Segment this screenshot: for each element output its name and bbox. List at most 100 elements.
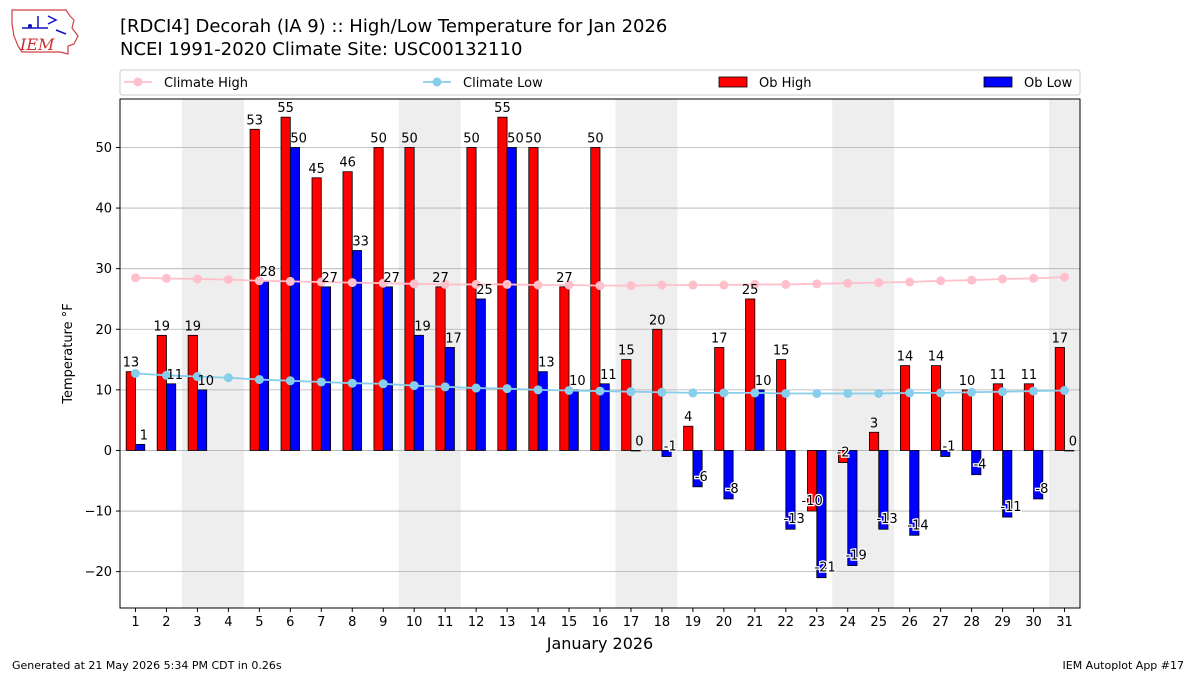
climate-low-point [378, 379, 388, 389]
x-tick-label: 8 [348, 615, 356, 630]
ob-low-bar [754, 389, 765, 451]
x-tick-label: 19 [685, 615, 702, 630]
ob-low-label: 11 [167, 368, 184, 383]
ob-high-label: 17 [711, 331, 728, 346]
climate-low-point [316, 377, 326, 387]
ob-low-bar [847, 450, 858, 566]
x-tick-label: 21 [747, 615, 764, 630]
ob-low-bar [785, 450, 796, 530]
ob-high-bar [621, 359, 632, 451]
x-tick-label: 11 [437, 615, 454, 630]
climate-high-point [626, 281, 636, 291]
climate-high-point [533, 280, 543, 290]
y-tick-label: 30 [95, 262, 112, 277]
ob-high-label: 25 [742, 283, 759, 298]
climate-high-point [781, 279, 791, 289]
climate-low-point [874, 388, 884, 398]
climate-low-point [130, 368, 140, 378]
climate-low-point [657, 387, 667, 397]
weekend-shade [832, 99, 895, 608]
climate-low-point [223, 373, 233, 383]
ob-high-label: 19 [185, 319, 202, 334]
climate-low-point [533, 385, 543, 395]
ob-low-label: 0 [635, 434, 643, 449]
climate-high-point [595, 281, 605, 291]
x-tick-label: 12 [468, 615, 485, 630]
ob-low-label: 1 [140, 428, 148, 443]
climate-low-point [595, 386, 605, 396]
climate-low-point [998, 387, 1008, 397]
ob-high-label: 50 [370, 131, 387, 146]
ob-high-label: 14 [897, 350, 914, 365]
climate-low-point [440, 382, 450, 392]
ob-low-label: 50 [507, 131, 524, 146]
ob-high-bar [992, 383, 1003, 451]
ob-high-label: 55 [494, 101, 511, 116]
ob-low-bar [413, 334, 424, 451]
climate-high-point [905, 277, 915, 287]
climate-low-point [1029, 386, 1039, 396]
ob-high-label: 46 [339, 156, 356, 171]
legend-label: Climate Low [463, 76, 543, 91]
climate-low-point [905, 388, 915, 398]
ob-low-label: 0 [1069, 434, 1077, 449]
ob-high-bar [745, 298, 756, 451]
x-tick-label: 10 [406, 615, 423, 630]
climate-high-point [130, 273, 140, 283]
ob-high-bar [528, 147, 539, 451]
ob-high-label: 27 [432, 271, 449, 286]
ob-low-bar [258, 280, 270, 451]
x-tick-label: 9 [379, 615, 387, 630]
ob-low-label: 19 [414, 319, 431, 334]
ob-high-label: 13 [123, 356, 140, 371]
ob-low-label: -11 [1000, 500, 1021, 515]
ob-high-label: 50 [525, 131, 542, 146]
climate-high-point [657, 280, 667, 290]
ob-high-label: 55 [277, 101, 294, 116]
climate-high-point [750, 279, 760, 289]
climate-low-point [409, 381, 419, 391]
climate-high-point [998, 274, 1008, 284]
climate-high-point [471, 279, 481, 289]
ob-low-bar [661, 450, 672, 457]
ob-high-bar [683, 425, 694, 451]
ob-low-bar [723, 450, 734, 500]
x-tick-label: 29 [994, 615, 1011, 630]
ob-high-label: 4 [684, 410, 692, 425]
chart-subtitle: NCEI 1991-2020 Climate Site: USC00132110 [120, 39, 523, 60]
x-tick-label: 2 [162, 615, 170, 630]
ob-high-bar [1054, 347, 1065, 451]
climate-high-point [409, 279, 419, 289]
legend-marker [432, 77, 442, 87]
climate-high-point [1060, 272, 1070, 282]
legend-label: Ob Low [1024, 76, 1073, 91]
x-tick-label: 14 [530, 615, 547, 630]
x-tick-label: 27 [932, 615, 949, 630]
climate-low-point [626, 387, 636, 397]
ob-high-bar [373, 147, 384, 451]
legend: Climate High Climate Low Ob High Ob Low [119, 69, 1081, 96]
x-tick-label: 17 [623, 615, 640, 630]
ob-low-bar [506, 147, 517, 451]
climate-high-point [502, 279, 512, 289]
x-tick-label: 18 [654, 615, 671, 630]
climate-high-point [1029, 273, 1039, 283]
ob-high-bar [311, 177, 322, 451]
climate-low-point [161, 370, 171, 380]
x-tick-label: 26 [901, 615, 918, 630]
ob-low-bar [1002, 450, 1013, 518]
y-tick-label: 40 [95, 202, 112, 217]
ob-high-bar [869, 431, 880, 451]
y-tick-label: 10 [95, 383, 112, 398]
climate-high-point [843, 278, 853, 288]
ob-low-bar [816, 450, 827, 579]
legend-marker [133, 77, 143, 87]
ob-high-label: 15 [618, 344, 635, 359]
ob-high-bar [1023, 383, 1034, 451]
climate-high-point [285, 276, 295, 286]
ob-low-bar [878, 450, 889, 530]
legend-label: Ob High [759, 76, 812, 91]
ob-low-label: 25 [476, 283, 493, 298]
x-tick-label: 16 [592, 615, 609, 630]
